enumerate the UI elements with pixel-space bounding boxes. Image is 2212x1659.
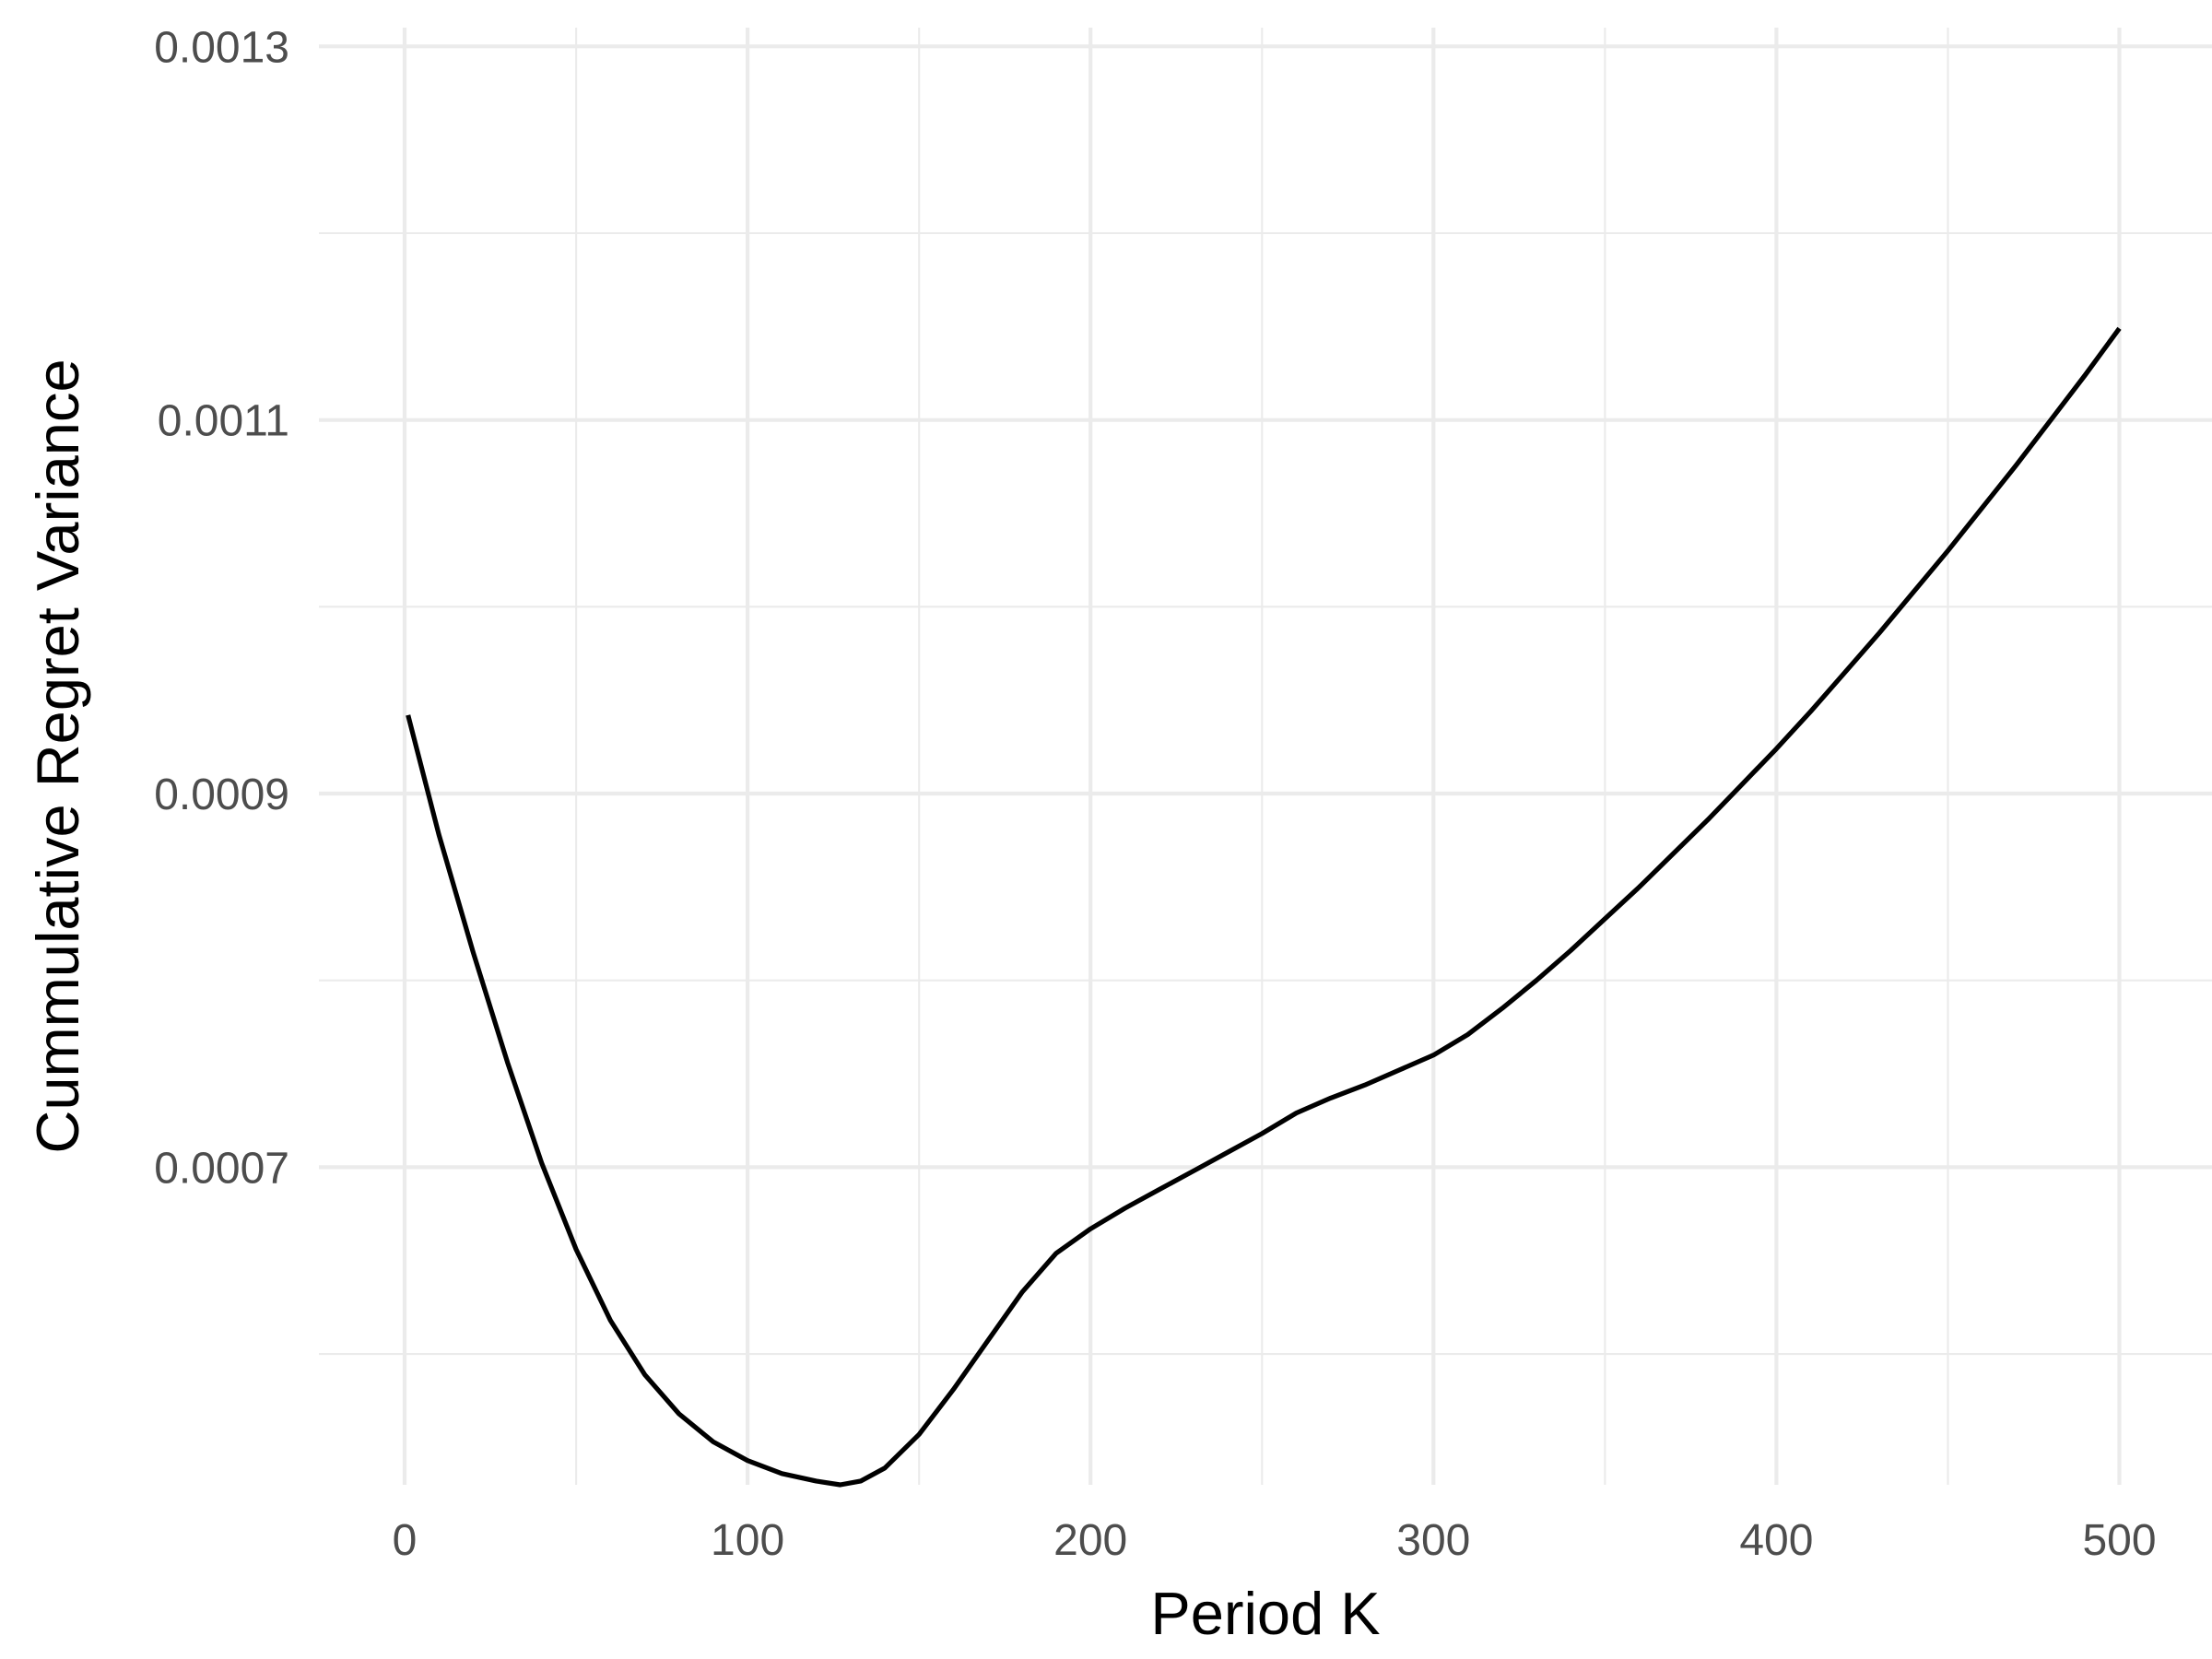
x-axis-tick-labels: 0 100 200 300 400 500 [393, 1516, 2157, 1565]
y-tick-label: 0.0011 [158, 397, 289, 446]
x-tick-label: 400 [1739, 1516, 1813, 1565]
x-tick-label: 200 [1053, 1516, 1127, 1565]
y-tick-label: 0.0013 [154, 23, 289, 72]
minor-gridlines [319, 28, 2212, 1485]
x-tick-label: 100 [711, 1516, 784, 1565]
x-tick-label: 0 [393, 1516, 418, 1565]
y-tick-label: 0.0007 [154, 1144, 289, 1193]
major-gridlines [319, 28, 2212, 1485]
series-line [406, 326, 2122, 1488]
y-axis-tick-labels: 0.0007 0.0009 0.0011 0.0013 [154, 23, 289, 1193]
x-tick-label: 300 [1396, 1516, 1470, 1565]
y-tick-label: 0.0009 [154, 771, 289, 819]
y-axis-title: Cummulative Regret Variance [24, 359, 91, 1153]
x-tick-label: 500 [2082, 1516, 2156, 1565]
x-axis-title: Period K [1150, 1580, 1380, 1647]
series-group [406, 326, 2122, 1488]
